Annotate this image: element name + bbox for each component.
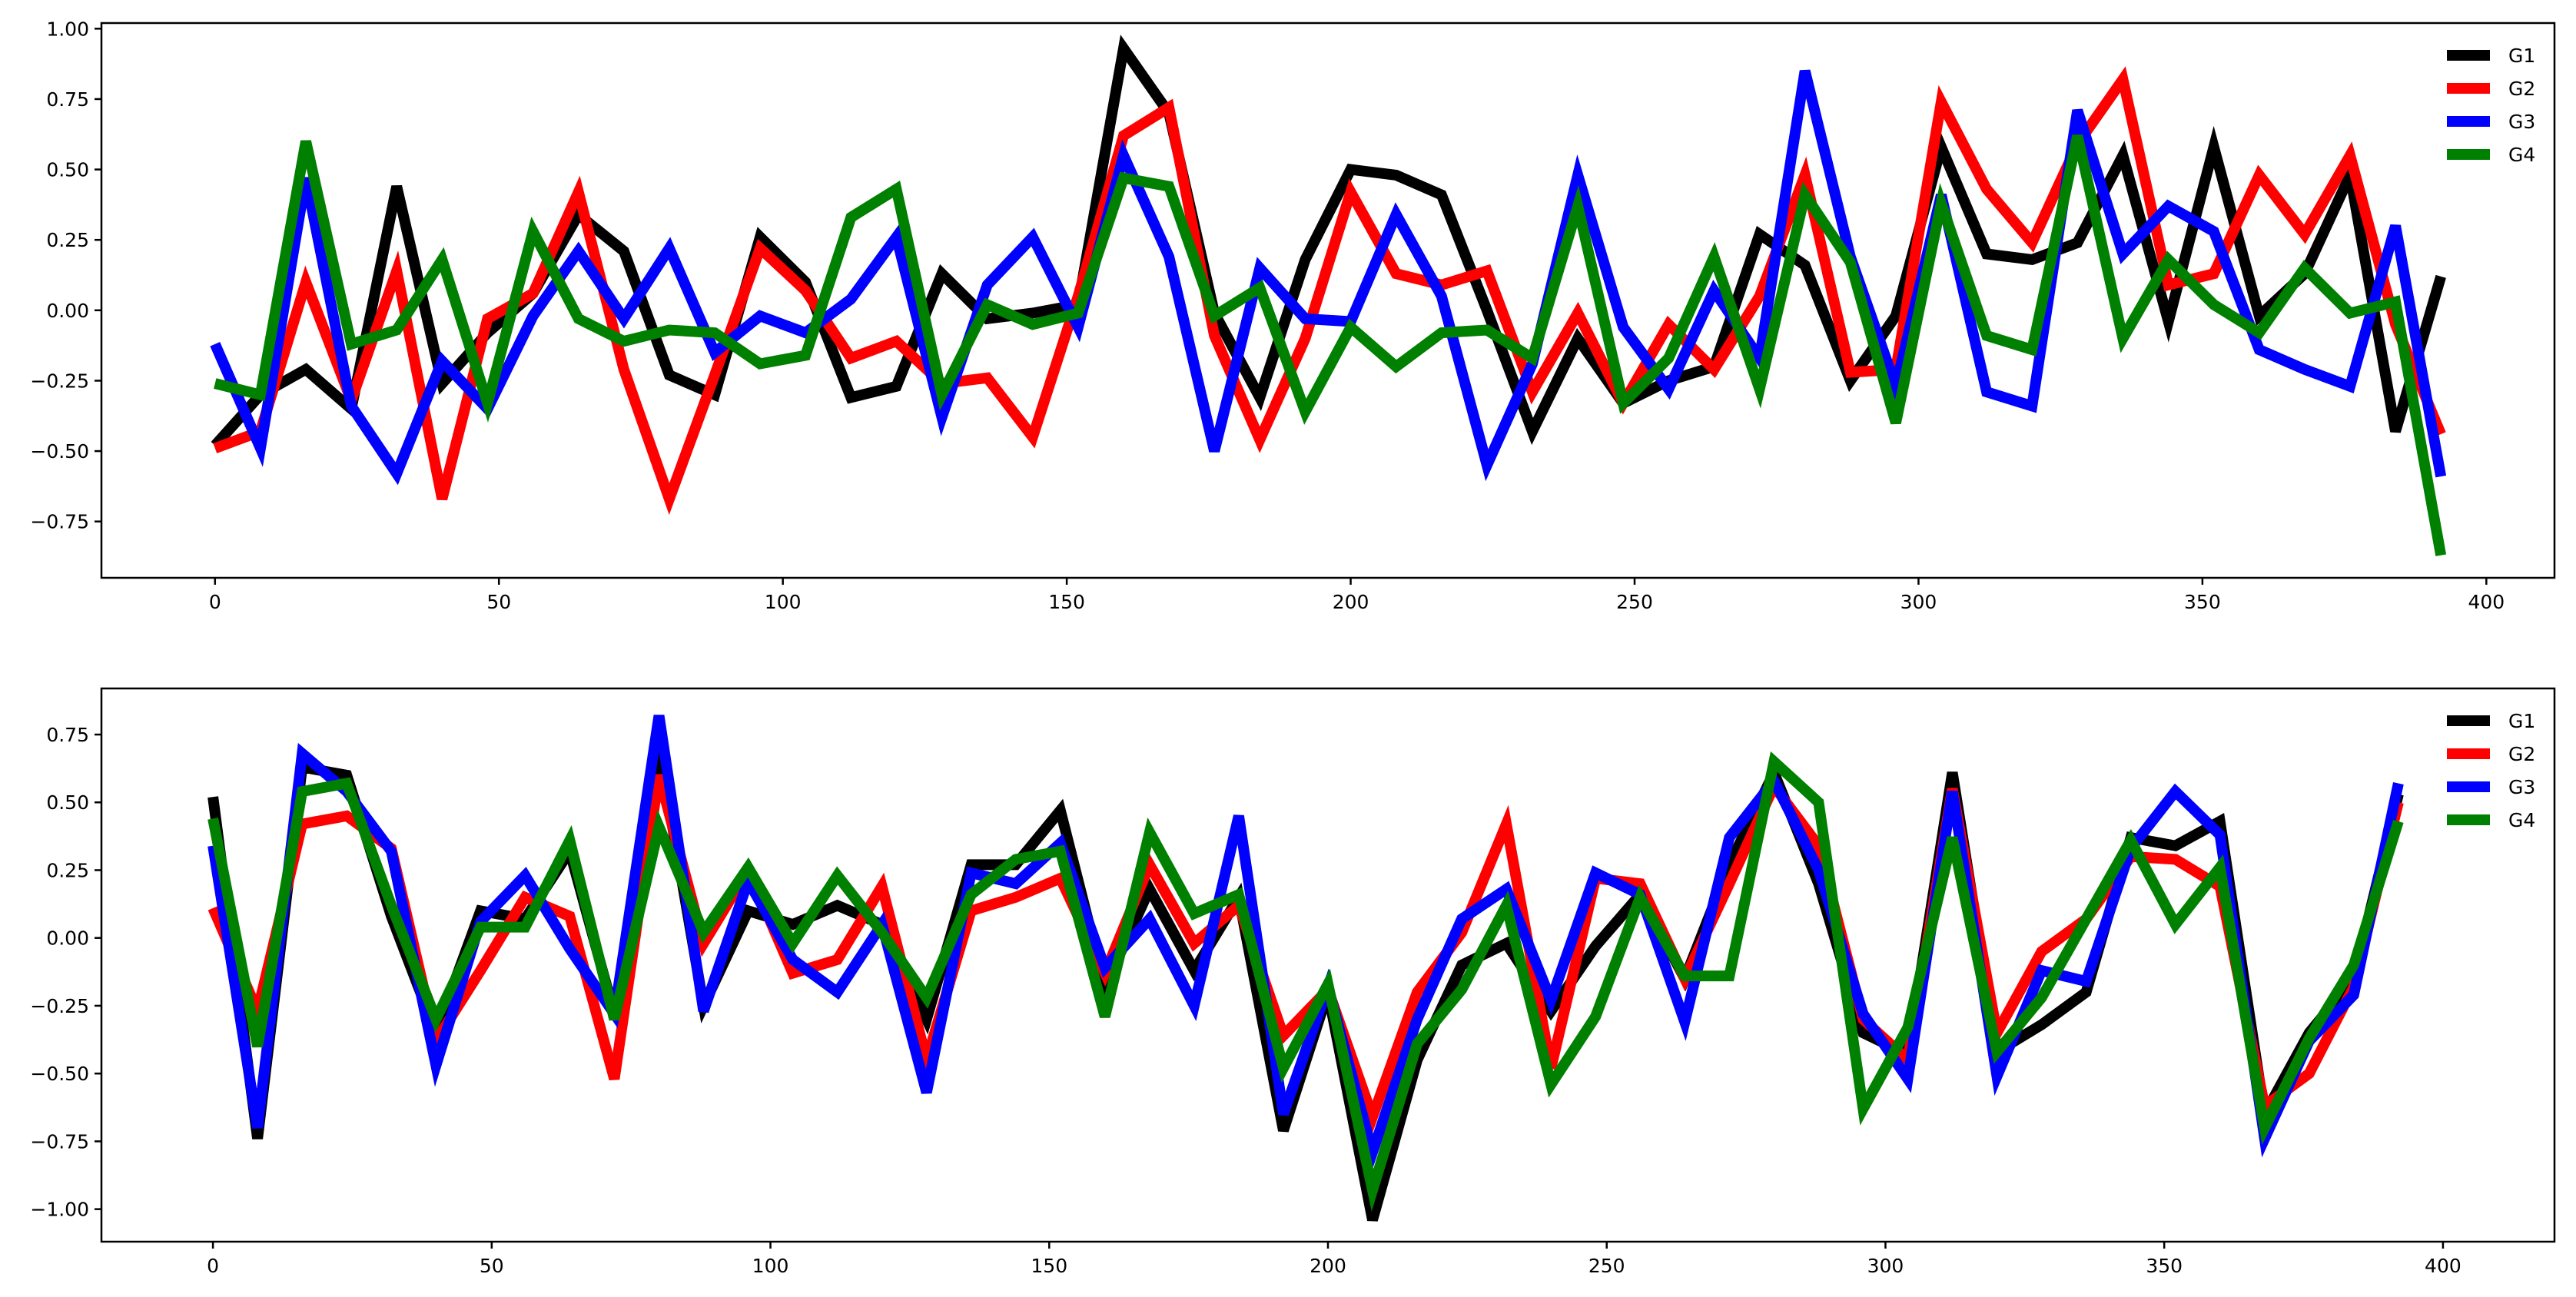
x-tick-label: 400	[2425, 1255, 2461, 1277]
y-tick-label: −0.50	[30, 440, 89, 463]
x-tick-label: 50	[486, 591, 511, 613]
axes-frame	[100, 22, 2556, 579]
x-tick-label: 300	[1867, 1255, 1904, 1277]
legend-label-g1: G1	[2508, 710, 2535, 732]
y-tick-label: 1.00	[46, 18, 89, 40]
y-tick-label: −0.75	[30, 511, 89, 533]
series-line-g3	[207, 715, 2404, 1171]
y-tick-label: 0.50	[46, 791, 89, 814]
x-tick-label: 0	[207, 1255, 219, 1277]
series-line-g4	[214, 134, 2447, 556]
legend-label-g3: G3	[2508, 111, 2535, 133]
legend-label-g2: G2	[2508, 743, 2535, 765]
y-tick-label: 0.00	[46, 927, 89, 950]
legend-label-g4: G4	[2508, 144, 2535, 166]
y-tick-label: −0.25	[30, 370, 89, 392]
y-tick-label: −0.50	[30, 1063, 89, 1085]
legend-label-g3: G3	[2508, 776, 2535, 798]
x-tick-label: 250	[1616, 591, 1653, 613]
x-tick-label: 200	[1310, 1255, 1346, 1277]
x-tick-label: 100	[752, 1255, 789, 1277]
legend-label-g1: G1	[2508, 45, 2535, 67]
x-tick-label: 350	[2184, 591, 2221, 613]
y-tick-label: −0.75	[30, 1130, 89, 1153]
x-tick-label: 200	[1333, 591, 1369, 613]
x-tick-label: 150	[1031, 1255, 1067, 1277]
y-tick-label: 0.75	[46, 724, 89, 746]
y-tick-label: 0.50	[46, 159, 89, 181]
bottom-chart-panel: −1.00 −0.75 −0.50 −0.25 0.00 0.25 0.50 0.75 0 50 1…	[30, 687, 2556, 1277]
x-tick-label: 100	[765, 591, 802, 613]
series-line-g4	[207, 751, 2404, 1212]
series-line-g2	[207, 774, 2404, 1133]
legend-label-g4: G4	[2508, 809, 2535, 831]
y-tick-label: 0.25	[46, 229, 89, 251]
x-tick-label: 300	[1900, 591, 1937, 613]
y-tick-label: −0.25	[30, 995, 89, 1017]
x-tick-label: 0	[209, 591, 221, 613]
x-tick-label: 50	[480, 1255, 504, 1277]
x-tick-label: 250	[1588, 1255, 1625, 1277]
x-tick-label: 350	[2146, 1255, 2183, 1277]
y-tick-label: 0.00	[46, 300, 89, 322]
y-tick-label: 0.75	[46, 88, 89, 111]
y-tick-label: 0.25	[46, 859, 89, 881]
top-chart-panel: −0.75 −0.50 −0.25 0.00 0.25 0.50 0.75 1.00 0 50 10…	[30, 18, 2556, 613]
y-tick-label: −1.00	[30, 1199, 89, 1221]
x-tick-label: 400	[2468, 591, 2505, 613]
legend-label-g2: G2	[2508, 78, 2535, 100]
x-tick-label: 150	[1048, 591, 1085, 613]
